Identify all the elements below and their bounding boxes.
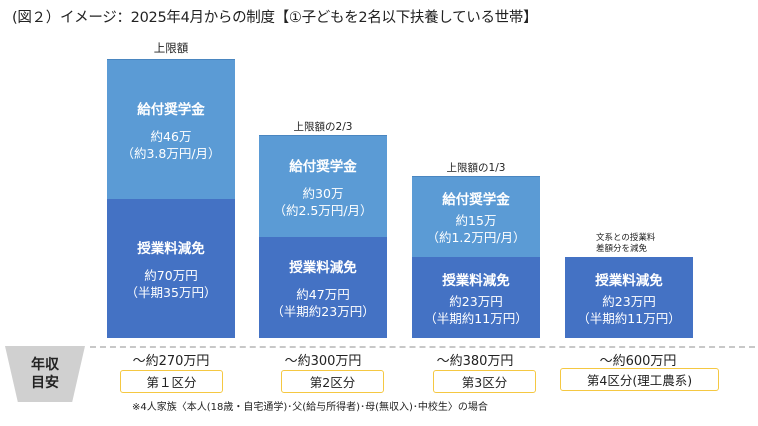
band-4-category: 第4区分(理工農系)	[560, 368, 719, 391]
bar-3-cap: 上限額の1/3	[446, 162, 506, 174]
segment-detail: （約3.8万円/月）	[121, 145, 221, 161]
segment-detail: （半期35万円）	[125, 284, 217, 300]
band-2-income: ～約300万円	[284, 354, 362, 369]
segment-label: 給付奨学金	[289, 158, 357, 175]
bar-2-scholarship: 給付奨学金 約30万 （約2.5万円/月）	[259, 135, 387, 237]
page-title: (図２）イメージ：2025年4月からの制度【①子どもを2名以下扶養している世帯】	[12, 10, 538, 26]
segment-amount: 約46万	[150, 128, 192, 144]
segment-detail: （半期約23万円）	[271, 303, 375, 319]
segment-detail: （半期約11万円）	[577, 310, 681, 326]
band-1-category: 第１区分	[120, 370, 223, 393]
income-label-line2: 目安	[31, 375, 59, 391]
bar-2-cap: 上限額の2/3	[293, 121, 353, 133]
income-guide-label: 年収 目安	[5, 346, 85, 402]
income-label-line1: 年収	[31, 357, 59, 373]
segment-label: 給付奨学金	[137, 101, 205, 118]
bar-1-cap: 上限額	[153, 41, 189, 55]
bar-1-scholarship: 給付奨学金 約46万 （約3.8万円/月）	[107, 59, 235, 199]
segment-detail: （約1.2万円/月）	[426, 230, 526, 245]
divider-line	[90, 346, 755, 348]
bar-1-tuition: 授業料減免 約70万円 （半期35万円）	[107, 199, 235, 338]
bar-4-cap-line2: 差額分を減免	[596, 244, 648, 254]
bar-3-scholarship: 給付奨学金 約15万 （約1.2万円/月）	[412, 176, 540, 257]
band-2-category: 第2区分	[281, 370, 384, 393]
segment-label: 授業料減免	[442, 272, 510, 289]
footnote: ※4人家族〈本人(18歳・自宅通学)･父(給与所得者)･母(無収入)･中校生〉の…	[132, 402, 488, 413]
bar-4-tuition: 授業料減免 約23万円 （半期約11万円）	[565, 257, 693, 338]
segment-label: 授業料減免	[289, 259, 357, 276]
segment-amount: 約47万円	[296, 286, 350, 302]
bar-3-tuition: 授業料減免 約23万円 （半期約11万円）	[412, 257, 540, 338]
bar-4-cap-line1: 文系との授業料	[596, 233, 656, 243]
bar-4-cap: 文系との授業料 差額分を減免	[596, 233, 655, 255]
band-4-income: ～約600万円	[599, 354, 677, 369]
segment-label: 授業料減免	[137, 240, 205, 257]
band-3-income: ～約380万円	[436, 354, 514, 369]
segment-amount: 約30万	[302, 185, 344, 201]
segment-label: 給付奨学金	[442, 192, 510, 208]
segment-amount: 約15万	[455, 213, 497, 228]
band-1-income: ～約270万円	[132, 354, 210, 369]
segment-amount: 約70万円	[144, 267, 198, 283]
segment-detail: （半期約11万円）	[424, 310, 528, 326]
segment-label: 授業料減免	[595, 272, 663, 289]
band-3-category: 第3区分	[433, 370, 536, 393]
segment-amount: 約23万円	[449, 293, 503, 309]
segment-detail: （約2.5万円/月）	[273, 202, 373, 218]
bar-2-tuition: 授業料減免 約47万円 （半期約23万円）	[259, 237, 387, 338]
segment-amount: 約23万円	[602, 293, 656, 309]
